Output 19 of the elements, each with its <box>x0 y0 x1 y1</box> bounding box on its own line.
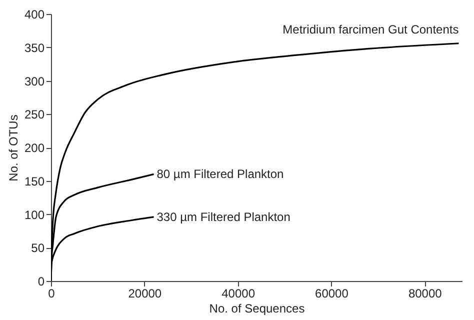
y-tick-label: 300 <box>24 74 45 88</box>
y-tick-label: 50 <box>31 241 45 256</box>
x-tick-label: 80000 <box>408 286 442 300</box>
y-tick-label: 0 <box>38 274 45 288</box>
x-tick-label: 20000 <box>128 286 162 300</box>
y-axis-title: No. of OTUs <box>6 114 20 182</box>
series-label: Metridium farcimen Gut Contents <box>282 22 459 36</box>
y-tick-label: 400 <box>24 8 45 22</box>
series-label: 330 µm Filtered Plankton <box>156 210 290 224</box>
y-tick-label: 100 <box>24 208 45 222</box>
y-tick-label: 200 <box>24 141 45 155</box>
series-label: 80 µm Filtered Plankton <box>156 167 284 182</box>
y-tick-label: 250 <box>24 108 45 122</box>
x-tick-label: 0 <box>48 286 56 300</box>
y-tick-label: 150 <box>24 174 45 188</box>
x-tick-label: 40000 <box>222 286 256 300</box>
x-axis-title: No. of Sequences <box>209 302 305 316</box>
x-tick-label: 60000 <box>315 286 349 300</box>
y-tick-label: 350 <box>24 40 45 55</box>
